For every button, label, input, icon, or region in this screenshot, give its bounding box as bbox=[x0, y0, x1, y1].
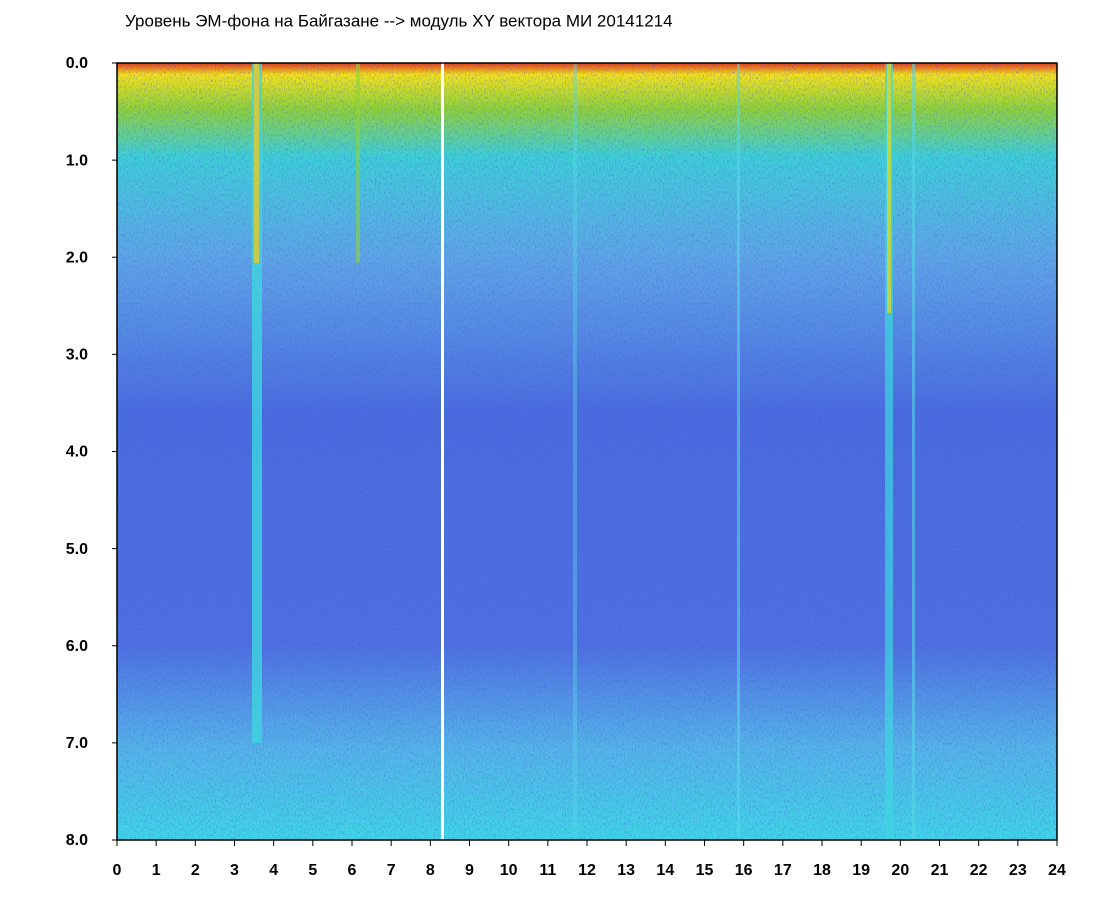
x-tick-label: 17 bbox=[774, 862, 792, 879]
x-tick-label: 8 bbox=[426, 862, 435, 879]
x-tick-label: 2 bbox=[191, 862, 200, 879]
x-tick-label: 14 bbox=[656, 862, 674, 879]
x-tick-label: 16 bbox=[735, 862, 753, 879]
x-tick-label: 4 bbox=[269, 862, 278, 879]
x-tick-label: 3 bbox=[230, 862, 239, 879]
y-tick-label: 4.0 bbox=[66, 444, 88, 461]
x-tick-label: 20 bbox=[891, 862, 909, 879]
x-tick-label: 0 bbox=[113, 862, 122, 879]
x-tick-label: 5 bbox=[308, 862, 317, 879]
x-tick-label: 18 bbox=[813, 862, 831, 879]
x-tick-label: 13 bbox=[617, 862, 635, 879]
heatmap-field bbox=[117, 63, 1057, 840]
x-tick-label: 24 bbox=[1048, 862, 1066, 879]
x-tick-label: 19 bbox=[852, 862, 870, 879]
x-tick-label: 1 bbox=[152, 862, 161, 879]
x-tick-label: 9 bbox=[465, 862, 474, 879]
y-tick-label: 0.0 bbox=[66, 55, 88, 72]
y-tick-label: 2.0 bbox=[66, 249, 88, 266]
y-tick-label: 7.0 bbox=[66, 735, 88, 752]
x-tick-label: 6 bbox=[348, 862, 357, 879]
y-tick-label: 6.0 bbox=[66, 638, 88, 655]
x-tick-label: 11 bbox=[539, 862, 556, 879]
x-tick-label: 23 bbox=[1009, 862, 1027, 879]
chart-title: Уровень ЭМ-фона на Байгазане --> модуль … bbox=[125, 11, 673, 30]
y-tick-label: 3.0 bbox=[66, 347, 88, 364]
x-tick-label: 10 bbox=[500, 862, 518, 879]
x-tick-label: 21 bbox=[931, 862, 949, 879]
x-tick-label: 7 bbox=[387, 862, 396, 879]
x-tick-label: 15 bbox=[696, 862, 714, 879]
x-tick-label: 12 bbox=[578, 862, 596, 879]
y-tick-label: 1.0 bbox=[66, 152, 88, 169]
x-tick-label: 22 bbox=[970, 862, 988, 879]
y-tick-label: 5.0 bbox=[66, 541, 88, 558]
y-tick-label: 8.0 bbox=[66, 832, 88, 849]
